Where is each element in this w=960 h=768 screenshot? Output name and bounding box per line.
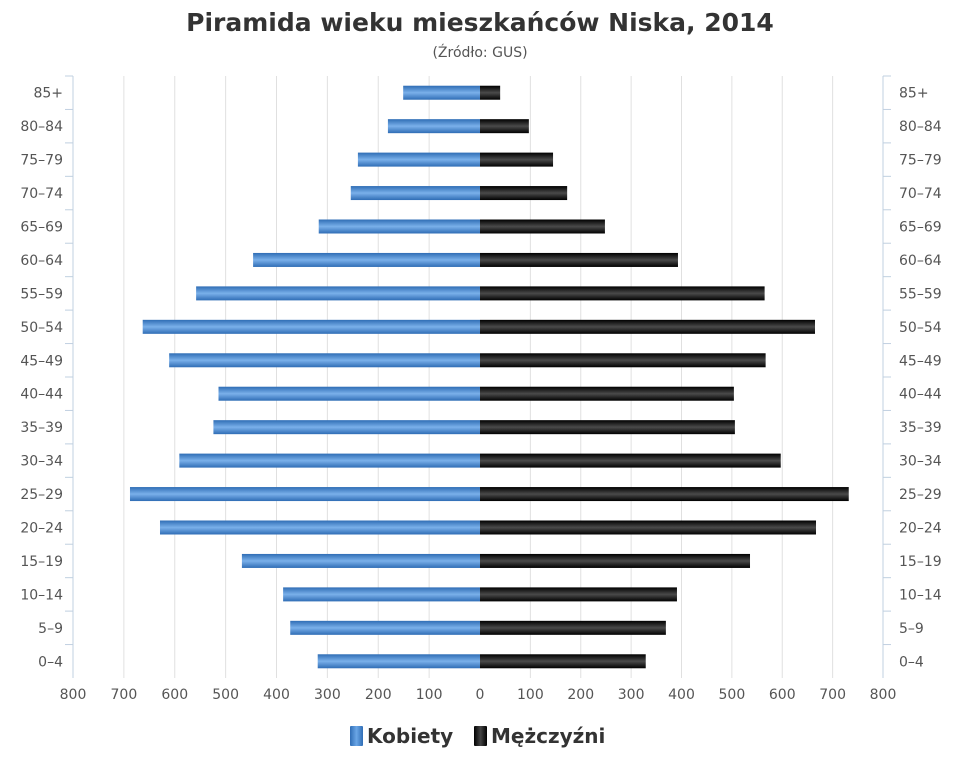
bar-mezczyzni-60-64 [480,252,678,267]
category-label-left: 30–34 [20,454,63,470]
bar-mezczyzni-5-9 [480,620,666,635]
x-tick-label: 300 [618,687,645,703]
legend-item-kobiety[interactable]: Kobiety [350,724,453,748]
category-label-left: 15–19 [20,554,63,570]
bar-mezczyzni-55-59 [480,286,765,301]
bar-mezczyzni-30-34 [480,453,781,468]
chart-title: Piramida wieku mieszkańców Niska, 2014 [186,8,774,37]
category-label-right: 20–24 [899,521,942,537]
bar-mezczyzni-40-44 [480,386,734,401]
category-label-right: 75–79 [899,153,942,169]
bar-mezczyzni-70-74 [480,186,568,201]
category-label-left: 0–4 [38,654,63,670]
category-label-left: 40–44 [20,387,63,403]
bar-kobiety-60-64 [253,252,480,267]
category-label-left: 85+ [33,86,63,102]
bar-mezczyzni-25-29 [480,487,849,502]
category-label-left: 20–24 [20,521,63,537]
category-label-left: 60–64 [20,253,63,269]
bar-mezczyzni-45-49 [480,353,766,368]
bar-mezczyzni-10-14 [480,587,677,602]
bar-kobiety-15-19 [241,553,480,568]
bar-mezczyzni-75-79 [480,152,554,167]
category-label-left: 25–29 [20,487,63,503]
x-tick-label: 100 [416,687,443,703]
x-tick-label: 200 [567,687,594,703]
bar-mezczyzni-50-54 [480,319,815,334]
bar-kobiety-85+ [403,85,480,100]
category-label-right: 55–59 [899,286,942,302]
category-label-right: 0–4 [899,654,924,670]
x-tick-label: 400 [668,687,695,703]
category-label-right: 50–54 [899,320,942,336]
category-label-right: 45–49 [899,353,942,369]
legend-label: Kobiety [367,724,454,748]
x-tick-label: 500 [212,687,239,703]
x-tick-label: 800 [60,687,87,703]
category-label-left: 10–14 [20,587,63,603]
x-tick-label: 400 [263,687,290,703]
bar-kobiety-35-39 [213,420,481,435]
bar-kobiety-25-29 [129,487,481,502]
x-tick-label: 0 [476,687,485,703]
bar-kobiety-80-84 [387,119,480,134]
bar-kobiety-65-69 [318,219,480,234]
legend-item-mezczyzni[interactable]: Mężczyźni [474,724,605,748]
x-tick-label: 200 [365,687,392,703]
bar-mezczyzni-65-69 [480,219,605,234]
category-label-left: 65–69 [20,220,63,236]
bar-mezczyzni-0-4 [480,654,646,669]
category-label-right: 60–64 [899,253,942,269]
x-tick-label: 700 [819,687,846,703]
category-label-right: 85+ [899,86,929,102]
category-label-right: 40–44 [899,387,942,403]
bar-kobiety-45-49 [169,353,480,368]
category-label-left: 50–54 [20,320,63,336]
bar-kobiety-30-34 [179,453,481,468]
x-tick-label: 500 [719,687,746,703]
x-tick-label: 700 [111,687,138,703]
x-tick-label: 600 [161,687,188,703]
category-label-left: 55–59 [20,286,63,302]
category-label-right: 35–39 [899,420,942,436]
bar-kobiety-70-74 [350,186,480,201]
category-label-right: 80–84 [899,119,942,135]
category-label-right: 65–69 [899,220,942,236]
x-tick-label: 800 [870,687,897,703]
bar-kobiety-0-4 [317,654,480,669]
category-label-right: 10–14 [899,587,942,603]
category-label-right: 30–34 [899,454,942,470]
category-label-left: 70–74 [20,186,63,202]
category-label-left: 45–49 [20,353,63,369]
category-label-right: 15–19 [899,554,942,570]
bar-kobiety-40-44 [218,386,480,401]
x-tick-label: 300 [314,687,341,703]
category-label-right: 25–29 [899,487,942,503]
legend-swatch-kobiety [350,726,363,746]
category-label-right: 5–9 [899,621,924,637]
legend-label: Mężczyźni [491,724,606,748]
bar-kobiety-20-24 [159,520,480,535]
category-label-left: 75–79 [20,153,63,169]
bar-kobiety-55-59 [196,286,480,301]
category-label-left: 80–84 [20,119,63,135]
x-tick-label: 100 [517,687,544,703]
bar-kobiety-5-9 [290,620,480,635]
category-label-left: 5–9 [38,621,63,637]
chart-subtitle: (Źródło: GUS) [432,45,528,61]
bar-kobiety-75-79 [357,152,480,167]
bar-mezczyzni-35-39 [480,420,735,435]
bar-mezczyzni-80-84 [480,119,529,134]
bar-mezczyzni-15-19 [480,553,751,568]
x-tick-label: 600 [769,687,796,703]
bar-kobiety-50-54 [142,319,481,334]
bar-kobiety-10-14 [283,587,480,602]
category-label-right: 70–74 [899,186,942,202]
bar-mezczyzni-85+ [480,85,501,100]
bar-mezczyzni-20-24 [480,520,817,535]
category-label-left: 35–39 [20,420,63,436]
legend-swatch-mezczyzni [474,726,487,746]
